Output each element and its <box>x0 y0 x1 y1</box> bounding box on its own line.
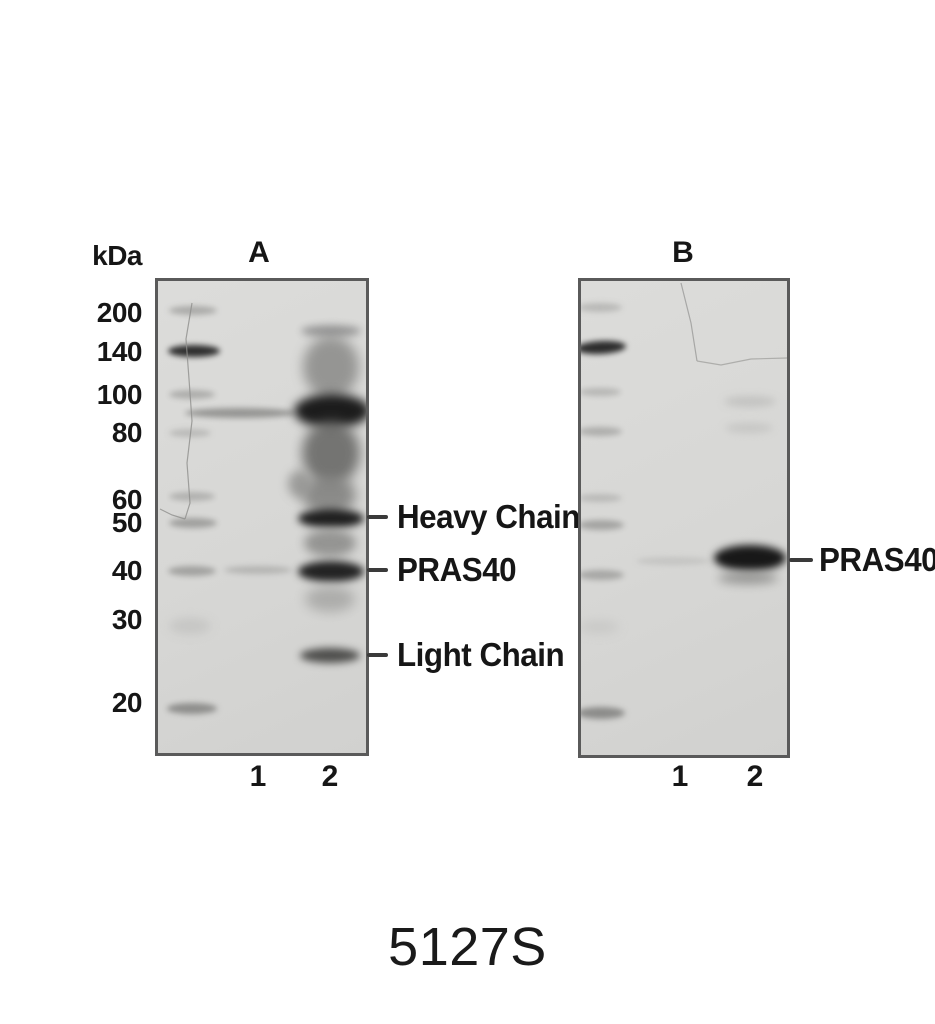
protein-band <box>581 302 622 312</box>
protein-band <box>303 336 359 398</box>
protein-band <box>169 305 217 315</box>
mw-marker-100: 100 <box>96 379 143 410</box>
lane-label-B-1: 1 <box>671 760 689 793</box>
protein-band <box>581 426 622 436</box>
protein-band <box>302 421 360 485</box>
protein-band <box>305 586 355 612</box>
protein-band <box>718 572 778 584</box>
protein-band <box>304 529 356 557</box>
protein-band <box>169 518 217 528</box>
mw-marker-20: 20 <box>111 687 143 718</box>
protein-band <box>288 470 312 498</box>
mw-marker-200: 200 <box>96 297 143 328</box>
mw-marker-80: 80 <box>111 417 143 448</box>
lane-label-A-1: 1 <box>249 760 267 793</box>
protein-band <box>581 707 625 719</box>
band-annotation-heavy-chain: Heavy Chain <box>397 498 580 535</box>
lane-label-A-2: 2 <box>321 760 339 793</box>
protein-band <box>581 388 621 396</box>
protein-band <box>581 570 624 580</box>
panel-B-label: B <box>672 236 694 269</box>
protein-band <box>169 491 215 501</box>
protein-band <box>224 566 292 574</box>
protein-band <box>581 620 619 634</box>
mw-marker-30: 30 <box>111 604 143 635</box>
protein-band <box>167 702 217 714</box>
band-pointer-light-chain <box>367 653 388 657</box>
protein-band <box>298 560 364 582</box>
protein-band <box>169 429 211 437</box>
protein-band <box>185 408 295 418</box>
protein-band <box>169 389 215 399</box>
protein-band <box>168 345 220 357</box>
mw-marker-60: 60 <box>111 484 143 515</box>
blot-panel-B <box>578 278 790 758</box>
protein-band <box>636 557 710 565</box>
protein-band <box>724 395 776 407</box>
protein-band <box>300 647 360 663</box>
mw-marker-40: 40 <box>111 555 143 586</box>
blot-panel-A <box>155 278 369 756</box>
band-pointer-heavy-chain <box>367 515 388 519</box>
band-annotation-light-chain: Light Chain <box>397 636 565 673</box>
band-pointer-pras40 <box>367 568 388 572</box>
panel-A-label: A <box>248 236 270 269</box>
protein-band <box>169 618 211 634</box>
catalog-number: 5127S <box>388 917 547 977</box>
protein-band <box>298 508 364 528</box>
protein-band <box>581 520 624 530</box>
protein-band <box>714 545 786 571</box>
kda-unit-label: kDa <box>92 240 142 271</box>
protein-band <box>581 339 627 355</box>
mw-marker-140: 140 <box>96 336 143 367</box>
protein-band <box>168 566 216 576</box>
lane-label-B-2: 2 <box>746 760 764 793</box>
protein-band <box>581 494 622 502</box>
protein-band <box>301 325 361 337</box>
band-annotation-pras40: PRAS40 <box>819 541 935 578</box>
protein-band <box>725 423 773 433</box>
band-pointer-pras40 <box>789 558 813 562</box>
mw-marker-50: 50 <box>111 507 143 538</box>
band-annotation-pras40: PRAS40 <box>397 551 517 588</box>
